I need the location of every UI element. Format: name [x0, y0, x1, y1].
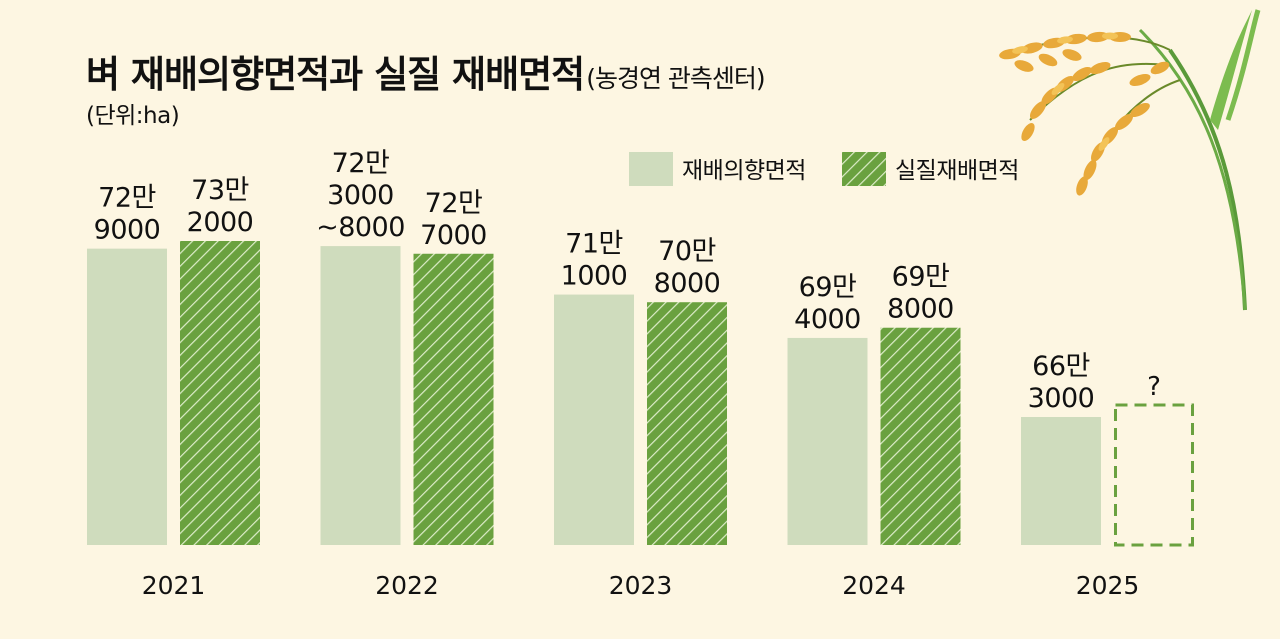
value-label-intention-2021-0: 72만: [98, 183, 156, 214]
chart-title-source: (농경연 관측센터): [586, 64, 765, 93]
value-label-intention-2022-1: 3000: [327, 180, 394, 211]
bar-actual-2023: [647, 302, 727, 545]
value-label-intention-2024-1: 4000: [794, 304, 861, 335]
value-label-intention-2025-0: 66만: [1032, 351, 1090, 382]
value-label-intention-2022-2: ~8000: [316, 212, 405, 243]
value-label-actual-2024-1: 8000: [887, 294, 954, 325]
chart-title: 벼 재배의향면적과 실질 재배면적(농경연 관측센터): [86, 44, 766, 98]
category-label-2024: 2024: [842, 571, 906, 600]
bar-actual-2022: [413, 253, 494, 546]
bar-actual-2024: [880, 327, 961, 545]
bars-group: [87, 241, 1194, 547]
value-label-actual-2021-0: 73만: [191, 175, 249, 206]
value-label-intention-2025-1: 3000: [1028, 383, 1095, 414]
chart-title-main: 벼 재배의향면적과 실질 재배면적: [86, 53, 585, 96]
legend-label-intention: 재배의향면적: [682, 158, 806, 184]
category-label-2025: 2025: [1076, 571, 1140, 600]
value-label-actual-2022-1: 7000: [420, 220, 487, 251]
value-label-intention-2022-0: 72만: [332, 148, 390, 179]
bar-placeholder-2025: [1114, 403, 1194, 547]
category-labels-group: 2021 2022 2023 2024 2025: [142, 571, 1140, 600]
legend-swatch-intention: [629, 152, 673, 186]
value-label-intention-2021-1: 9000: [94, 215, 161, 246]
category-label-2023: 2023: [609, 571, 673, 600]
legend-swatch-actual: [842, 152, 886, 186]
value-label-actual-2022-0: 72만: [425, 188, 483, 219]
value-label-intention-2023-1: 1000: [561, 261, 628, 292]
value-label-actual-2024-0: 69만: [892, 262, 950, 293]
bar-actual-2021: [180, 241, 260, 545]
legend: 재배의향면적 실질재배면적: [629, 152, 1019, 186]
value-label-intention-2024-0: 69만: [799, 272, 857, 303]
value-label-actual-2023-0: 70만: [658, 236, 716, 267]
bar-intention-2022: [320, 246, 401, 546]
value-label-intention-2023-0: 71만: [565, 229, 623, 260]
value-label-actual-2021-1: 2000: [187, 207, 254, 238]
bar-intention-2021: [87, 248, 167, 546]
rice-stalk-icon: [999, 9, 1261, 311]
category-label-2022: 2022: [375, 571, 439, 600]
unit-label: (단위:ha): [86, 103, 180, 129]
legend-label-actual: 실질재배면적: [895, 158, 1019, 184]
value-label-actual-2023-1: 8000: [654, 268, 721, 299]
category-label-2021: 2021: [142, 571, 206, 600]
value-label-actual-2025-0: ?: [1147, 372, 1161, 402]
bar-intention-2024: [787, 337, 868, 545]
bar-intention-2023: [554, 294, 634, 545]
bar-intention-2025: [1021, 417, 1101, 545]
